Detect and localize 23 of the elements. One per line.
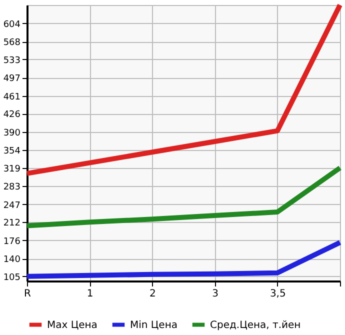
x-tick-label: 1 [86, 288, 94, 300]
y-tick-label: 568 [3, 38, 21, 48]
legend-label: Max Цена [47, 320, 98, 331]
x-tick-label: R [24, 288, 32, 300]
y-tick-label: 140 [3, 255, 21, 266]
x-tick-label: 3 [212, 288, 218, 300]
y-tick-label: 176 [3, 236, 21, 247]
x-tick-label: 2 [150, 288, 156, 300]
y-tick-label: 390 [3, 128, 21, 138]
y-tick-label: 319 [3, 164, 21, 174]
x-tick-label: 3,5 [270, 288, 286, 300]
y-tick-label: 426 [3, 110, 21, 120]
legend-label: Min Цена [130, 320, 178, 331]
y-tick-label: 283 [3, 182, 20, 193]
y-tick-label: 247 [3, 200, 20, 211]
y-tick-label: 105 [3, 272, 20, 283]
y-tick-label: 354 [3, 146, 21, 157]
y-tick-label: 533 [3, 56, 20, 66]
legend-label: Сред.Цена, т.йен [210, 320, 301, 331]
y-tick-label: 461 [3, 92, 20, 102]
y-tick-label: 212 [3, 218, 20, 229]
y-tick-label: 497 [3, 74, 20, 84]
y-tick-label: 604 [3, 20, 21, 30]
